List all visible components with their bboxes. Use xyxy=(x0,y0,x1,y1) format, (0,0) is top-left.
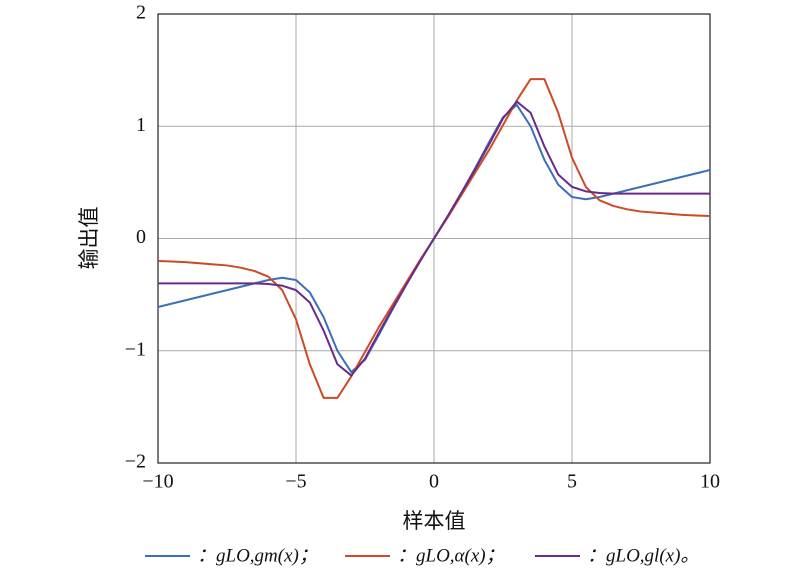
legend-label: ：gLO,gl(x)。 xyxy=(587,545,699,566)
y-tick-label: −2 xyxy=(125,451,146,473)
x-tick-label: 5 xyxy=(567,471,577,493)
series-line xyxy=(158,100,710,377)
y-tick-label: −1 xyxy=(125,338,146,360)
x-axis-label: 样本值 xyxy=(403,509,466,533)
y-tick-label: 0 xyxy=(136,226,146,248)
y-axis-label: 输出值 xyxy=(77,207,101,270)
y-tick-label: 2 xyxy=(136,2,146,24)
x-tick-label: −5 xyxy=(285,471,306,493)
x-tick-label: −10 xyxy=(142,471,173,493)
legend-label: ：gLO,α(x)； xyxy=(397,545,505,566)
legend-label: ：gLO,gm(x)； xyxy=(197,545,318,566)
plot-frame xyxy=(157,13,711,464)
x-tick-label: 10 xyxy=(700,471,720,493)
y-tick-label: 1 xyxy=(136,114,146,136)
x-tick-label: 0 xyxy=(429,471,439,493)
